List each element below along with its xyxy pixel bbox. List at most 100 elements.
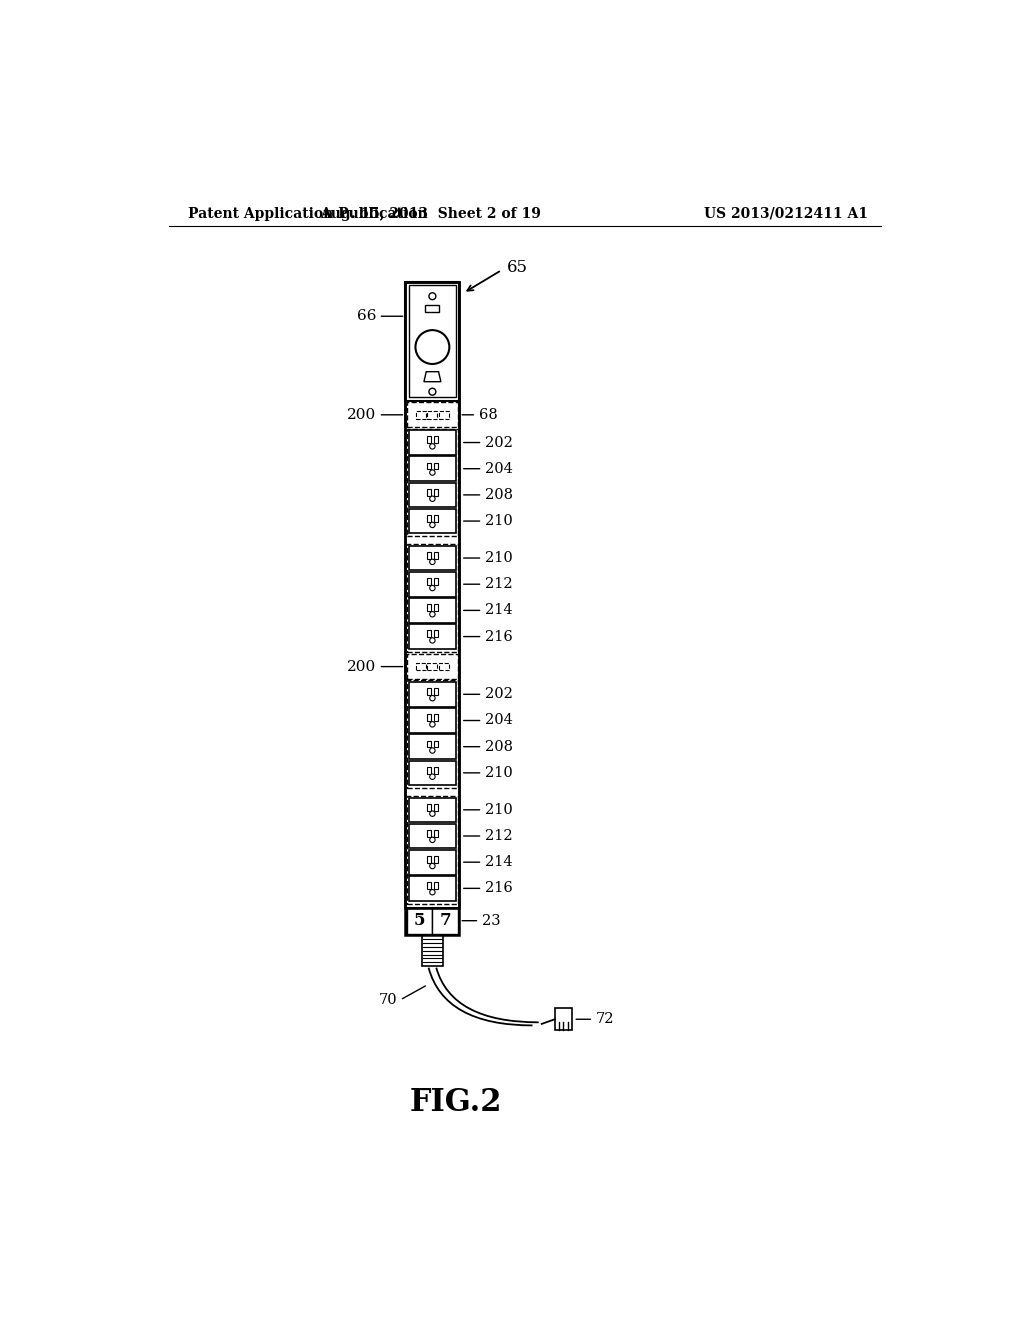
Bar	[427, 714, 431, 721]
Bar	[409, 483, 457, 507]
Text: 212: 212	[484, 829, 512, 843]
Bar	[406, 281, 460, 936]
Bar	[409, 734, 457, 759]
Bar	[434, 882, 438, 890]
Bar	[416, 663, 426, 671]
Text: 208: 208	[484, 739, 513, 754]
Bar	[427, 437, 431, 444]
Bar	[427, 688, 431, 696]
Circle shape	[430, 863, 435, 869]
Text: 200: 200	[347, 660, 376, 673]
Bar	[427, 631, 431, 638]
Bar	[422, 936, 443, 966]
Bar	[407, 403, 458, 428]
Bar	[434, 437, 438, 444]
Bar	[427, 830, 431, 837]
Text: US 2013/0212411 A1: US 2013/0212411 A1	[705, 207, 868, 220]
Bar	[434, 741, 438, 747]
Bar	[427, 767, 431, 774]
Text: 216: 216	[484, 630, 512, 644]
Bar	[427, 488, 431, 496]
Polygon shape	[424, 372, 441, 381]
Text: 214: 214	[484, 603, 512, 618]
Circle shape	[430, 810, 435, 816]
Bar	[427, 663, 437, 671]
Circle shape	[429, 293, 436, 300]
Text: 214: 214	[484, 855, 512, 869]
Bar	[409, 850, 457, 875]
Bar	[407, 429, 458, 536]
Bar	[409, 508, 457, 533]
Bar	[434, 515, 438, 521]
Bar	[434, 552, 438, 558]
Circle shape	[430, 523, 435, 528]
Circle shape	[430, 748, 435, 754]
Bar	[409, 457, 457, 480]
Circle shape	[429, 388, 436, 395]
Bar	[409, 824, 457, 849]
Bar	[432, 908, 458, 933]
Bar	[409, 430, 457, 455]
Bar	[434, 631, 438, 638]
Text: 210: 210	[484, 803, 512, 817]
Circle shape	[430, 444, 435, 449]
Bar	[434, 767, 438, 774]
Bar	[427, 515, 431, 521]
Bar	[409, 624, 457, 649]
Bar	[409, 682, 457, 706]
Bar	[407, 655, 458, 678]
Text: 72: 72	[596, 1012, 614, 1026]
Bar	[427, 605, 431, 611]
Circle shape	[430, 470, 435, 475]
Text: 212: 212	[484, 577, 512, 591]
Circle shape	[430, 890, 435, 895]
Circle shape	[430, 774, 435, 779]
Bar	[409, 760, 457, 785]
Bar	[434, 688, 438, 696]
Text: 66: 66	[356, 309, 376, 323]
Bar	[555, 1008, 571, 1030]
Bar	[427, 882, 431, 890]
Bar	[434, 578, 438, 585]
Text: 204: 204	[484, 714, 513, 727]
Bar	[407, 681, 458, 788]
Bar	[407, 908, 458, 933]
Text: 210: 210	[484, 513, 512, 528]
Bar	[427, 804, 431, 810]
Text: 210: 210	[484, 766, 512, 780]
Bar	[416, 411, 426, 418]
Circle shape	[430, 611, 435, 616]
Circle shape	[430, 560, 435, 565]
Bar	[434, 605, 438, 611]
Bar	[427, 578, 431, 585]
Bar	[409, 797, 457, 822]
Bar	[427, 411, 437, 418]
Bar	[409, 285, 457, 397]
Circle shape	[430, 496, 435, 502]
Bar	[434, 804, 438, 810]
Circle shape	[430, 837, 435, 842]
Bar	[434, 714, 438, 721]
Bar	[409, 876, 457, 900]
Bar	[427, 741, 431, 747]
Bar	[407, 544, 458, 652]
Text: 68: 68	[478, 408, 498, 422]
Bar	[409, 708, 457, 733]
Text: 70: 70	[379, 993, 397, 1007]
Bar	[409, 572, 457, 597]
Circle shape	[416, 330, 450, 364]
Bar	[409, 598, 457, 623]
Text: 65: 65	[507, 259, 528, 276]
Bar	[439, 411, 449, 418]
Bar	[434, 830, 438, 837]
Bar	[434, 857, 438, 863]
Bar	[427, 857, 431, 863]
Bar	[409, 545, 457, 570]
Bar	[434, 462, 438, 470]
Text: 5: 5	[414, 912, 425, 929]
Bar	[434, 488, 438, 496]
Text: Patent Application Publication: Patent Application Publication	[188, 207, 428, 220]
Text: 202: 202	[484, 688, 513, 701]
Bar	[439, 663, 449, 671]
Circle shape	[430, 722, 435, 727]
